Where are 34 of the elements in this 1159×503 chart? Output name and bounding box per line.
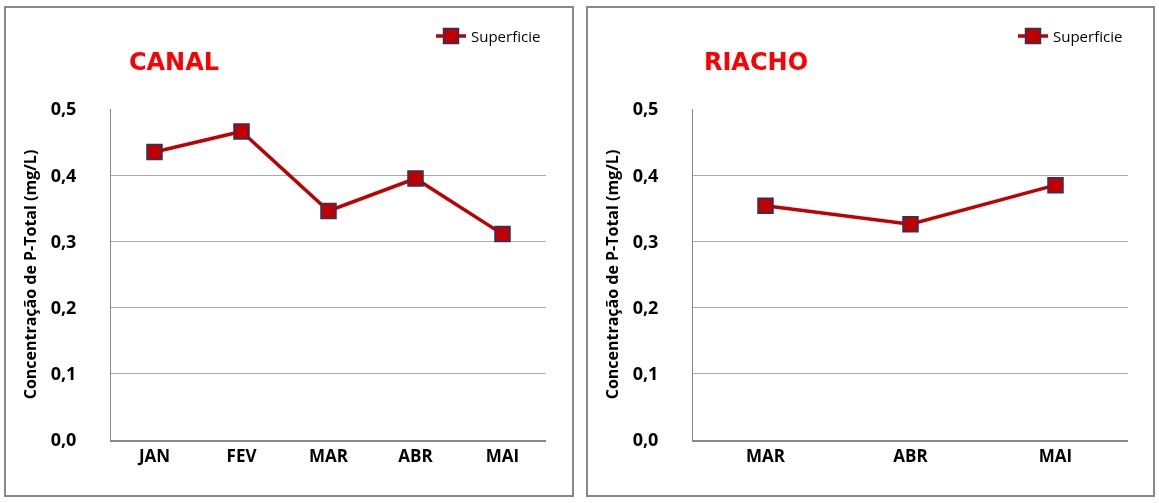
y-axis-title: Concentração de P-Total (mg/L): [600, 149, 623, 400]
legend-label: Superficie: [471, 25, 541, 46]
point: [756, 197, 774, 214]
y-tick-label: 0,2: [50, 294, 77, 319]
point: [494, 225, 511, 243]
x-tick-label: MAR: [309, 444, 349, 468]
y-tick-label: 0,0: [50, 427, 77, 452]
x-tick-label: MAI: [485, 444, 520, 468]
point: [1046, 176, 1064, 194]
point: [233, 123, 250, 140]
y-tick-label: 0,5: [50, 96, 77, 121]
y-tick-label: 0,5: [632, 96, 658, 121]
y-tick-label: 0,3: [632, 228, 658, 253]
legend-label: Superficie: [1052, 25, 1122, 46]
point: [407, 170, 424, 187]
y-axis-title: Concentração de P-Total (mg/L): [18, 149, 41, 400]
chart-title: CANAL: [128, 47, 220, 76]
y-tick-label: 0,1: [632, 361, 658, 386]
x-tick-label: MAR: [745, 444, 786, 468]
point: [320, 202, 337, 220]
y-tick-label: 0,2: [632, 294, 658, 319]
x-tick-label: ABR: [892, 444, 928, 468]
y-tick-label: 0,0: [632, 427, 658, 452]
y-tick-label: 0,4: [632, 162, 658, 187]
x-tick-label: MAI: [1038, 444, 1072, 468]
point: [146, 143, 163, 161]
y-tick-label: 0,3: [50, 228, 77, 253]
point: [901, 215, 919, 233]
chart-title: RIACHO: [703, 47, 808, 76]
x-tick-label: FEV: [226, 444, 258, 468]
y-tick-label: 0,4: [50, 162, 77, 187]
y-tick-label: 0,1: [50, 361, 77, 386]
x-tick-label: JAN: [136, 444, 171, 468]
x-tick-label: ABR: [398, 444, 434, 468]
